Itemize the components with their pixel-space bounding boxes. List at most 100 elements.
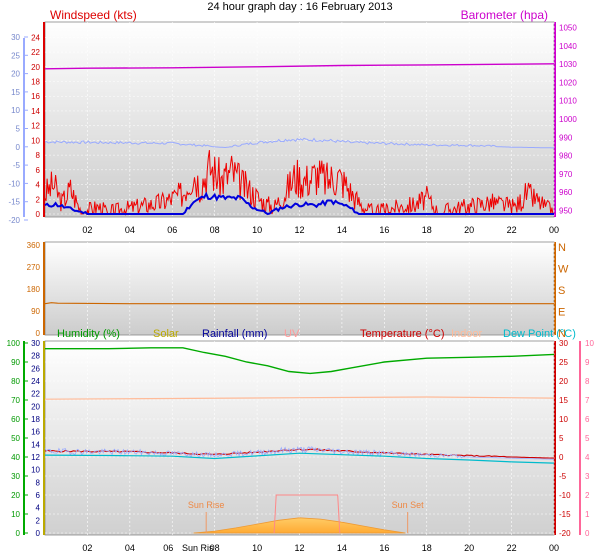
temp-outer-tick: -10 bbox=[8, 179, 20, 188]
rainfall-tick: 6 bbox=[36, 491, 41, 500]
temperature-tick: 20 bbox=[559, 377, 568, 386]
x-tick-label: 06 bbox=[163, 543, 173, 553]
windspeed-tick: 24 bbox=[31, 33, 40, 42]
uv-tick: 1 bbox=[585, 510, 590, 519]
barometer-axis-label: Barometer (hpa) bbox=[461, 8, 548, 22]
barometer-tick: 950 bbox=[559, 206, 573, 215]
rainfall-tick: 22 bbox=[31, 390, 40, 399]
rainfall-tick: 20 bbox=[31, 402, 40, 411]
temp-outer-tick: 20 bbox=[11, 70, 20, 79]
rainfall-tick: 24 bbox=[31, 377, 40, 386]
rainfall-tick: 16 bbox=[31, 428, 40, 437]
windspeed-tick: 16 bbox=[31, 92, 40, 101]
x-tick-label: 22 bbox=[507, 225, 517, 235]
windspeed-tick: 14 bbox=[31, 107, 40, 116]
temperature-tick: 5 bbox=[559, 434, 564, 443]
uv-tick: 9 bbox=[585, 358, 590, 367]
temp-outer-tick: -20 bbox=[8, 216, 20, 225]
temp-outer-tick: 5 bbox=[16, 125, 21, 134]
humidity-tick: 60 bbox=[11, 415, 20, 424]
rainfall-tick: 8 bbox=[36, 478, 41, 487]
uv-tick: 0 bbox=[585, 529, 590, 538]
uv-tick: 8 bbox=[585, 377, 590, 386]
barometer-tick: 1010 bbox=[559, 97, 577, 106]
temp-outer-tick: -5 bbox=[13, 161, 21, 170]
temperature-tick: 30 bbox=[559, 339, 568, 348]
rainfall-tick: 0 bbox=[36, 529, 41, 538]
rainfall-tick: 30 bbox=[31, 339, 40, 348]
x-tick-label: 08 bbox=[210, 225, 220, 235]
x-tick-label: 16 bbox=[379, 225, 389, 235]
temperature-tick: 15 bbox=[559, 396, 568, 405]
x-tick-label: 04 bbox=[125, 543, 135, 553]
uv-tick: 7 bbox=[585, 396, 590, 405]
windspeed-tick: 2 bbox=[36, 195, 41, 204]
humidity-tick: 0 bbox=[16, 529, 21, 538]
windspeed-tick: 0 bbox=[36, 210, 41, 219]
legend-item: Indoor bbox=[451, 328, 483, 340]
compass-label: W bbox=[558, 264, 569, 276]
rainfall-tick: 28 bbox=[31, 352, 40, 361]
direction-tick: 270 bbox=[27, 263, 41, 272]
x-tick-label: 14 bbox=[337, 543, 347, 553]
x-tick-label: 02 bbox=[82, 225, 92, 235]
direction-tick: 360 bbox=[27, 241, 41, 250]
uv-tick: 10 bbox=[585, 339, 594, 348]
wind-direction-line bbox=[44, 302, 554, 305]
temperature-raw-trace bbox=[44, 446, 555, 460]
x-tick-label: 18 bbox=[422, 543, 432, 553]
temp-outer-tick: 30 bbox=[11, 33, 20, 42]
x-tick-label: 16 bbox=[379, 543, 389, 553]
legend-item: Dew Point (°C) bbox=[503, 328, 576, 340]
uv-tick: 2 bbox=[585, 491, 590, 500]
temperature-tick: -20 bbox=[559, 529, 571, 538]
compass-label: N bbox=[558, 328, 566, 340]
uv-tick: 6 bbox=[585, 415, 590, 424]
temp-outer-tick: 0 bbox=[16, 143, 21, 152]
sunset-label: Sun Set bbox=[392, 500, 425, 510]
uv-tick: 3 bbox=[585, 472, 590, 481]
x-tick-label: 06 bbox=[167, 225, 177, 235]
humidity-tick: 90 bbox=[11, 358, 20, 367]
humidity-tick: 50 bbox=[11, 434, 20, 443]
temp-outer-tick: 10 bbox=[11, 106, 20, 115]
barometer-tick: 970 bbox=[559, 170, 573, 179]
chart-title: 24 hour graph day : 16 February 2013 bbox=[207, 1, 392, 13]
rainfall-tick: 12 bbox=[31, 453, 40, 462]
rainfall-tick: 18 bbox=[31, 415, 40, 424]
dewpoint-line bbox=[44, 452, 555, 464]
temperature-tick: -5 bbox=[559, 472, 567, 481]
barometer-tick: 1020 bbox=[559, 78, 577, 87]
barometer-line bbox=[44, 63, 555, 70]
windspeed-tick: 4 bbox=[36, 181, 41, 190]
windspeed-axis-label: Windspeed (kts) bbox=[50, 8, 137, 22]
compass-label: N bbox=[558, 242, 566, 254]
direction-tick: 180 bbox=[27, 285, 41, 294]
barometer-tick: 1050 bbox=[559, 24, 577, 33]
barometer-tick: 980 bbox=[559, 152, 573, 161]
solar-area bbox=[193, 517, 406, 534]
legend-item: Temperature (°C) bbox=[360, 328, 444, 340]
temperature-tick: 25 bbox=[559, 358, 568, 367]
humidity-tick: 80 bbox=[11, 377, 20, 386]
barometer-tick: 1040 bbox=[559, 42, 577, 51]
rainfall-tick: 26 bbox=[31, 364, 40, 373]
compass-label: E bbox=[558, 307, 565, 319]
x-tick-label: 00 bbox=[549, 543, 559, 553]
legend-item: UV bbox=[284, 328, 300, 340]
humidity-line bbox=[45, 347, 555, 375]
x-tick-label: 14 bbox=[337, 225, 347, 235]
humidity-tick: 20 bbox=[11, 491, 20, 500]
temperature-tick: 10 bbox=[559, 415, 568, 424]
rainfall-tick: 4 bbox=[36, 504, 41, 513]
direction-tick: 90 bbox=[31, 307, 40, 316]
temperature-tick: -10 bbox=[559, 491, 571, 500]
legend-item: Solar bbox=[153, 328, 179, 340]
x-tick-label: 04 bbox=[125, 225, 135, 235]
indoor-line bbox=[44, 396, 555, 400]
compass-label: S bbox=[558, 285, 565, 297]
barometer-tick: 990 bbox=[559, 133, 573, 142]
x-tick-label: 00 bbox=[549, 225, 559, 235]
rainfall-tick: 2 bbox=[36, 516, 41, 525]
